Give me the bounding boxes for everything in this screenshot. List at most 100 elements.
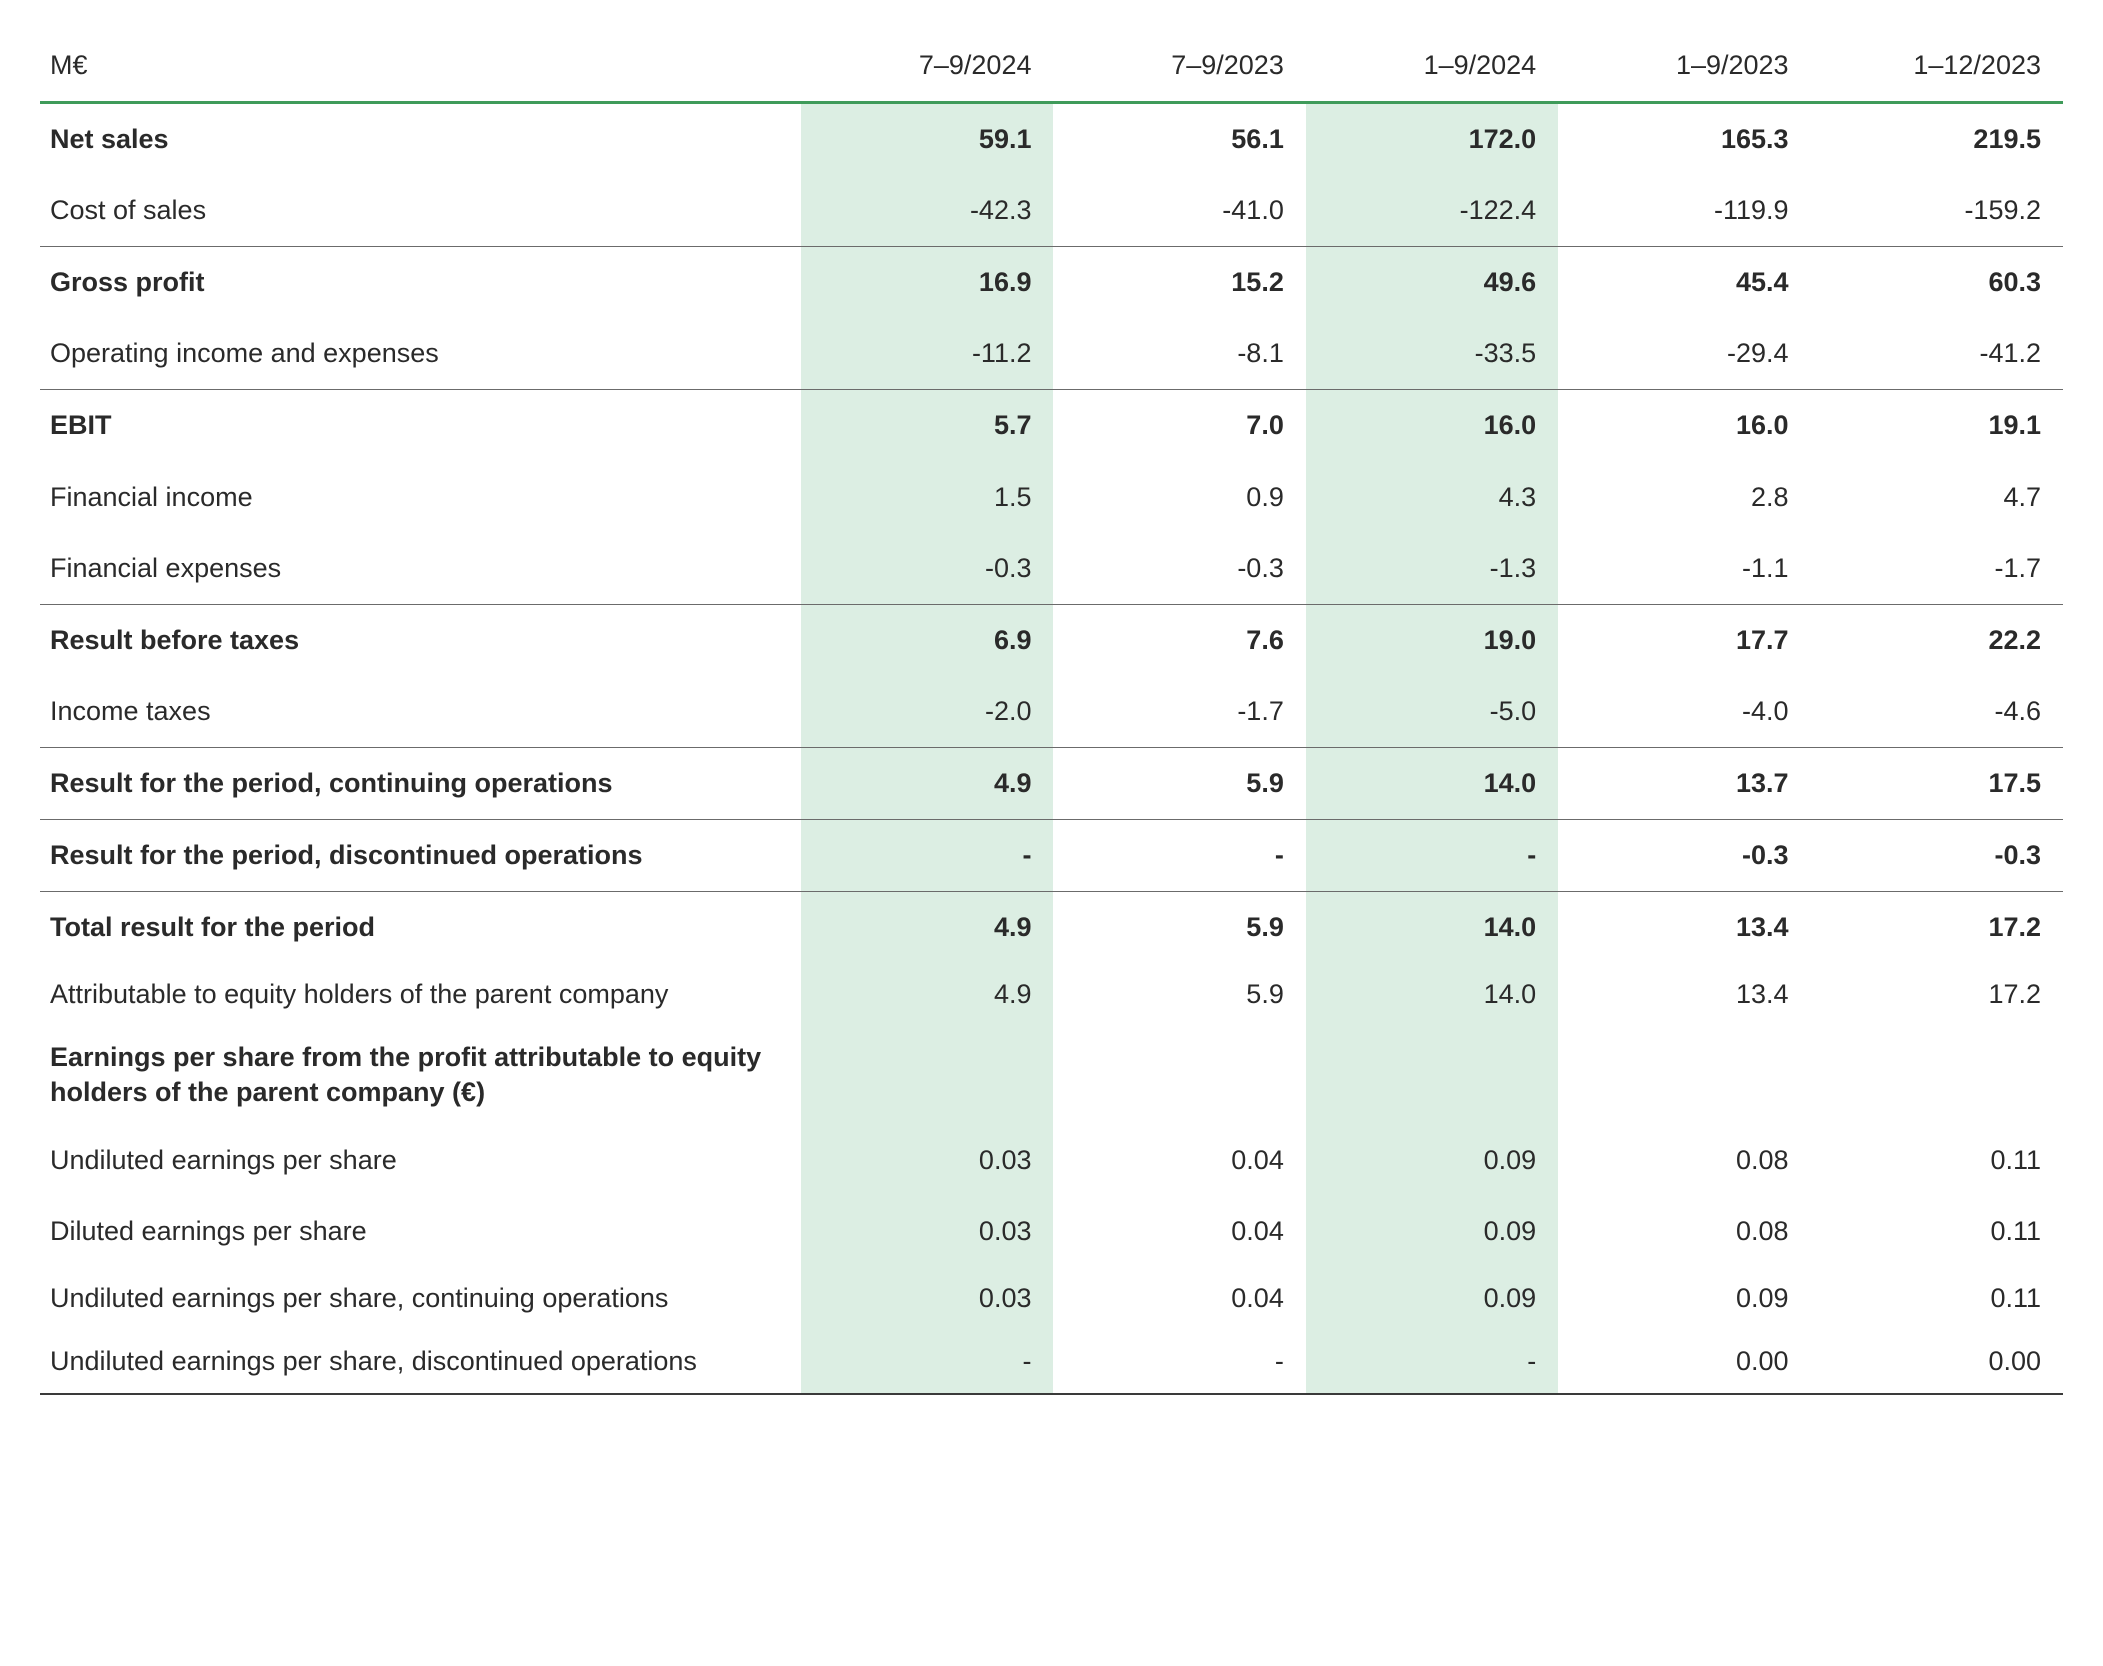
cell-value: 22.2 (1811, 604, 2063, 676)
cell-value: -0.3 (1053, 533, 1305, 605)
table-row: Gross profit16.915.249.645.460.3 (40, 247, 2063, 319)
cell-value: 16.0 (1306, 390, 1558, 462)
row-label: Diluted earnings per share (40, 1196, 801, 1267)
cell-value: - (1306, 820, 1558, 892)
cell-value: 56.1 (1053, 103, 1305, 176)
cell-value: 49.6 (1306, 247, 1558, 319)
cell-value: -4.6 (1811, 676, 2063, 748)
cell-value: 17.5 (1811, 747, 2063, 819)
table-row: Attributable to equity holders of the pa… (40, 963, 2063, 1026)
table-row: Cost of sales-42.3-41.0-122.4-119.9-159.… (40, 175, 2063, 247)
cell-value: 45.4 (1558, 247, 1810, 319)
cell-value: -42.3 (801, 175, 1053, 247)
cell-value: 5.9 (1053, 747, 1305, 819)
income-statement-table: M€ 7–9/2024 7–9/2023 1–9/2024 1–9/2023 1… (40, 30, 2063, 1395)
cell-value: 1.5 (801, 462, 1053, 533)
cell-value: 16.9 (801, 247, 1053, 319)
cell-value: -0.3 (801, 533, 1053, 605)
cell-value: - (801, 820, 1053, 892)
row-label: Cost of sales (40, 175, 801, 247)
cell-value: 16.0 (1558, 390, 1810, 462)
row-label: Undiluted earnings per share (40, 1125, 801, 1196)
cell-value: 17.2 (1811, 892, 2063, 964)
cell-value: -1.3 (1306, 533, 1558, 605)
cell-value: 0.04 (1053, 1196, 1305, 1267)
cell-value: 0.11 (1811, 1196, 2063, 1267)
income-statement-table-container: M€ 7–9/2024 7–9/2023 1–9/2024 1–9/2023 1… (0, 0, 2103, 1455)
cell-value (1811, 1026, 2063, 1124)
table-header-row: M€ 7–9/2024 7–9/2023 1–9/2024 1–9/2023 1… (40, 30, 2063, 103)
cell-value: 0.04 (1053, 1125, 1305, 1196)
cell-value: - (1306, 1330, 1558, 1394)
col-header: 7–9/2023 (1053, 30, 1305, 103)
cell-value: -4.0 (1558, 676, 1810, 748)
cell-value: - (1053, 1330, 1305, 1394)
row-label: Operating income and expenses (40, 318, 801, 390)
cell-value: 0.09 (1306, 1267, 1558, 1330)
cell-value: 4.3 (1306, 462, 1558, 533)
cell-value: 172.0 (1306, 103, 1558, 176)
cell-value: 2.8 (1558, 462, 1810, 533)
row-label: Result for the period, continuing operat… (40, 747, 801, 819)
row-label: Net sales (40, 103, 801, 176)
table-row: Undiluted earnings per share, discontinu… (40, 1330, 2063, 1394)
cell-value (1053, 1026, 1305, 1124)
cell-value: 13.4 (1558, 892, 1810, 964)
row-label: Financial income (40, 462, 801, 533)
cell-value: 4.9 (801, 963, 1053, 1026)
cell-value: 15.2 (1053, 247, 1305, 319)
cell-value (1306, 1026, 1558, 1124)
row-label: Result for the period, discontinued oper… (40, 820, 801, 892)
cell-value: -119.9 (1558, 175, 1810, 247)
cell-value: -5.0 (1306, 676, 1558, 748)
table-row: Operating income and expenses-11.2-8.1-3… (40, 318, 2063, 390)
table-row: Diluted earnings per share0.030.040.090.… (40, 1196, 2063, 1267)
cell-value: 17.2 (1811, 963, 2063, 1026)
cell-value: -1.7 (1053, 676, 1305, 748)
row-label: Income taxes (40, 676, 801, 748)
row-label: Total result for the period (40, 892, 801, 964)
cell-value: 7.6 (1053, 604, 1305, 676)
cell-value: 0.04 (1053, 1267, 1305, 1330)
col-header: 1–9/2023 (1558, 30, 1810, 103)
cell-value: -33.5 (1306, 318, 1558, 390)
table-row: Result for the period, discontinued oper… (40, 820, 2063, 892)
row-label: Attributable to equity holders of the pa… (40, 963, 801, 1026)
row-label: Gross profit (40, 247, 801, 319)
table-row: Result for the period, continuing operat… (40, 747, 2063, 819)
cell-value: -1.7 (1811, 533, 2063, 605)
cell-value: 0.11 (1811, 1267, 2063, 1330)
cell-value: -1.1 (1558, 533, 1810, 605)
row-label: EBIT (40, 390, 801, 462)
cell-value: 219.5 (1811, 103, 2063, 176)
cell-value: 60.3 (1811, 247, 2063, 319)
row-label: Undiluted earnings per share, continuing… (40, 1267, 801, 1330)
table-row: Result before taxes6.97.619.017.722.2 (40, 604, 2063, 676)
cell-value: 19.1 (1811, 390, 2063, 462)
col-header: 1–12/2023 (1811, 30, 2063, 103)
cell-value: 0.09 (1558, 1267, 1810, 1330)
cell-value: -8.1 (1053, 318, 1305, 390)
unit-header: M€ (40, 30, 801, 103)
col-header: 7–9/2024 (801, 30, 1053, 103)
row-label: Financial expenses (40, 533, 801, 605)
cell-value: - (1053, 820, 1305, 892)
cell-value: 0.03 (801, 1267, 1053, 1330)
cell-value: 0.03 (801, 1196, 1053, 1267)
cell-value: 19.0 (1306, 604, 1558, 676)
cell-value: 0.00 (1811, 1330, 2063, 1394)
table-row: Total result for the period4.95.914.013.… (40, 892, 2063, 964)
cell-value: 14.0 (1306, 747, 1558, 819)
cell-value: -11.2 (801, 318, 1053, 390)
cell-value: 0.9 (1053, 462, 1305, 533)
cell-value: 5.9 (1053, 892, 1305, 964)
table-row: EBIT5.77.016.016.019.1 (40, 390, 2063, 462)
cell-value: 14.0 (1306, 963, 1558, 1026)
cell-value: -0.3 (1811, 820, 2063, 892)
row-label: Result before taxes (40, 604, 801, 676)
cell-value: 7.0 (1053, 390, 1305, 462)
cell-value: -0.3 (1558, 820, 1810, 892)
cell-value: 0.11 (1811, 1125, 2063, 1196)
cell-value: 4.9 (801, 892, 1053, 964)
cell-value: 0.08 (1558, 1125, 1810, 1196)
